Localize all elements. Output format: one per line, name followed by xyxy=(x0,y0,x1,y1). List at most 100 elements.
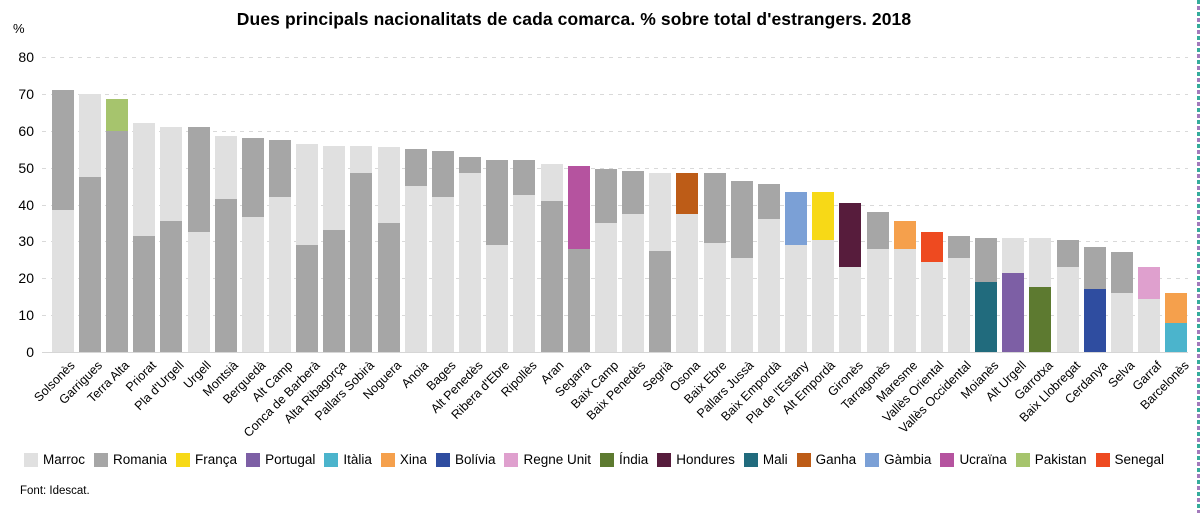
bar-segment-Romania xyxy=(622,171,645,214)
bar-Vallès Oriental xyxy=(920,232,943,352)
y-tick-label: 40 xyxy=(18,196,34,213)
legend-item-Ganha: Ganha xyxy=(796,452,857,467)
bar-segment-Marroc xyxy=(622,213,645,352)
legend-label: Ucraïna xyxy=(959,452,1007,467)
bar-Conca de Barberà xyxy=(296,143,319,352)
y-tick-label: 80 xyxy=(18,49,34,65)
y-tick-label: 0 xyxy=(26,344,34,360)
bar-segment-Marroc xyxy=(486,245,509,352)
chart-title: Dues principals nacionalitats de cada co… xyxy=(236,9,912,29)
bar-Selva xyxy=(1110,252,1133,352)
legend-label: Hondures xyxy=(676,452,735,467)
legend-label: Pakistan xyxy=(1034,452,1087,467)
bar-Berguedà xyxy=(241,138,264,352)
legend-item-Índia: Índia xyxy=(600,452,648,467)
legend-label: França xyxy=(195,452,238,467)
bar-segment-Marroc xyxy=(459,173,482,352)
bar-Anoia xyxy=(404,149,427,352)
bar-Alta Ribagorça xyxy=(323,145,346,352)
legend-swatch-icon xyxy=(504,452,519,467)
bar-segment-Marroc xyxy=(1110,293,1133,352)
bar-segment-Marroc xyxy=(540,163,563,201)
bar-segment-Romania xyxy=(350,173,373,352)
bar-Maresme xyxy=(893,221,916,352)
legend-label: Mali xyxy=(762,452,788,467)
bar-segment-Senegal xyxy=(920,232,943,262)
bar-Osona xyxy=(676,173,699,352)
bar-segment-Romania xyxy=(594,169,617,223)
legend-swatch-icon xyxy=(600,452,615,467)
bar-Pla de l'Estany xyxy=(785,191,808,352)
legend-swatch-icon xyxy=(24,452,38,467)
legend-swatch-icon xyxy=(1015,452,1030,467)
legend-label: Bolívia xyxy=(454,452,496,467)
bar-Segarra xyxy=(567,165,590,352)
bar-Baix Llobregat xyxy=(1056,239,1079,352)
bar-Baix Penedès xyxy=(622,171,645,352)
gridline xyxy=(42,167,1188,169)
bar-segment-Romania xyxy=(214,198,237,352)
bar-segment-Xina xyxy=(893,221,916,249)
legend-label: Xina xyxy=(399,452,427,467)
bar-Ripollès xyxy=(513,160,536,352)
bar-segment-Mali xyxy=(975,281,998,352)
plot-area xyxy=(42,57,1188,353)
bar-segment-Marroc xyxy=(241,217,264,352)
bar-Terra Alta xyxy=(106,99,129,352)
y-tick-label: 30 xyxy=(18,233,34,250)
bar-segment-Marroc xyxy=(757,219,780,352)
bar-segment-Marroc xyxy=(1029,237,1052,288)
bar-segment-Romania xyxy=(160,221,183,352)
y-tick-label: 50 xyxy=(18,159,34,176)
bar-segment-Romania xyxy=(459,156,482,174)
bar-segment-Marroc xyxy=(1056,267,1079,352)
bar-segment-Índia xyxy=(1029,287,1052,352)
bar-segment-Romania xyxy=(866,211,889,249)
bar-segment-Romania xyxy=(377,222,400,352)
legend-label: Portugal xyxy=(265,452,316,467)
bar-segment-Marroc xyxy=(187,232,210,352)
bar-Alt Urgell xyxy=(1002,237,1025,352)
bar-Moianès xyxy=(975,237,998,352)
bar-Tarragonès xyxy=(866,211,889,352)
bar-Garrotxa xyxy=(1029,237,1052,352)
bar-segment-Hondures xyxy=(839,202,862,268)
bar-segment-Romania xyxy=(241,138,264,218)
bar-Pla d'Urgell xyxy=(160,127,183,352)
legend-label: Índia xyxy=(619,452,649,467)
legend-swatch-icon xyxy=(176,452,191,467)
y-tick-label: 60 xyxy=(18,122,34,139)
legend-item-Senegal: Senegal xyxy=(1095,452,1165,467)
bar-segment-Romania xyxy=(1083,246,1106,290)
legend-swatch-icon xyxy=(743,452,758,467)
bar-segment-Romania xyxy=(513,160,536,196)
bar-segment-Romania xyxy=(323,230,346,352)
bar-Solsonès xyxy=(51,90,74,352)
bar-Alt Penedès xyxy=(459,156,482,352)
bar-Aran xyxy=(540,163,563,352)
bar-segment-Itàlia xyxy=(1165,322,1188,352)
bar-Baix Camp xyxy=(594,169,617,352)
legend-label: Ganha xyxy=(815,452,857,467)
legend-item-Pakistan: Pakistan xyxy=(1015,452,1087,467)
bar-segment-Marroc xyxy=(1138,298,1161,352)
bar-segment-Romania xyxy=(540,200,563,352)
legend-swatch-icon xyxy=(940,452,955,467)
bar-segment-Romania xyxy=(268,139,291,198)
legend-swatch-icon xyxy=(796,452,811,467)
bar-segment-França xyxy=(812,191,835,240)
legend-swatch-icon xyxy=(324,452,339,467)
bar-segment-Marroc xyxy=(920,261,943,352)
bar-segment-Marroc xyxy=(812,239,835,352)
bar-Montsià xyxy=(214,136,237,352)
bar-segment-Regne Unit xyxy=(1138,267,1161,299)
legend-swatch-icon xyxy=(865,452,880,467)
bar-segment-Ganha xyxy=(676,173,699,214)
bar-Pallars Sobirà xyxy=(350,145,373,352)
bar-segment-Romania xyxy=(296,245,319,352)
legend-label: Itàlia xyxy=(343,452,372,467)
legend-label: Senegal xyxy=(1114,452,1165,467)
bar-segment-Romania xyxy=(730,180,753,258)
legend-item-Xina: Xina xyxy=(380,452,427,467)
bar-segment-Marroc xyxy=(296,143,319,246)
